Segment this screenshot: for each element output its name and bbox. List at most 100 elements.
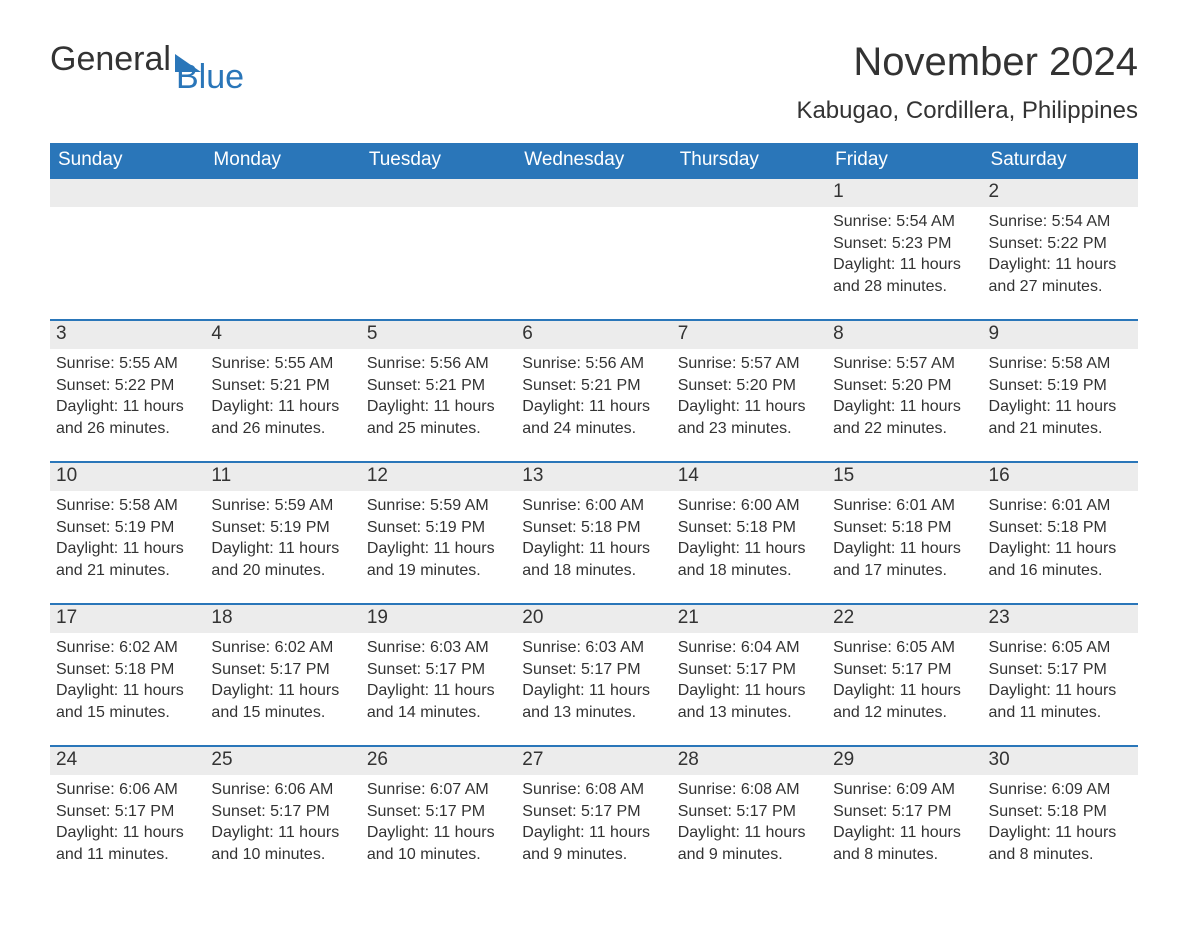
sunset-text: Sunset: 5:18 PM [522,517,665,539]
daylight-text: Daylight: 11 hours and 12 minutes. [833,680,976,723]
day-details: Sunrise: 6:09 AMSunset: 5:17 PMDaylight:… [827,775,982,869]
day-number [205,179,360,207]
dow-saturday: Saturday [983,143,1138,179]
sunrise-text: Sunrise: 6:05 AM [989,637,1132,659]
sunset-text: Sunset: 5:23 PM [833,233,976,255]
day-details: Sunrise: 6:00 AMSunset: 5:18 PMDaylight:… [672,491,827,585]
day-cell: 10Sunrise: 5:58 AMSunset: 5:19 PMDayligh… [50,463,205,593]
day-cell [672,179,827,309]
day-details: Sunrise: 6:08 AMSunset: 5:17 PMDaylight:… [516,775,671,869]
sunrise-text: Sunrise: 6:08 AM [522,779,665,801]
day-cell: 28Sunrise: 6:08 AMSunset: 5:17 PMDayligh… [672,747,827,877]
day-details: Sunrise: 6:05 AMSunset: 5:17 PMDaylight:… [983,633,1138,727]
sunset-text: Sunset: 5:17 PM [989,659,1132,681]
month-title: November 2024 [796,40,1138,85]
sunrise-text: Sunrise: 5:56 AM [367,353,510,375]
daylight-text: Daylight: 11 hours and 14 minutes. [367,680,510,723]
day-details: Sunrise: 5:55 AMSunset: 5:21 PMDaylight:… [205,349,360,443]
sunset-text: Sunset: 5:17 PM [367,659,510,681]
day-details: Sunrise: 5:59 AMSunset: 5:19 PMDaylight:… [361,491,516,585]
header-row: General Blue November 2024 Kabugao, Cord… [50,40,1138,125]
day-number: 22 [827,605,982,633]
day-cell: 8Sunrise: 5:57 AMSunset: 5:20 PMDaylight… [827,321,982,451]
day-number: 5 [361,321,516,349]
day-number: 17 [50,605,205,633]
calendar-page: General Blue November 2024 Kabugao, Cord… [0,0,1188,927]
sunrise-text: Sunrise: 5:55 AM [56,353,199,375]
day-cell: 9Sunrise: 5:58 AMSunset: 5:19 PMDaylight… [983,321,1138,451]
title-block: November 2024 Kabugao, Cordillera, Phili… [796,40,1138,125]
sunrise-text: Sunrise: 6:03 AM [367,637,510,659]
day-details: Sunrise: 6:08 AMSunset: 5:17 PMDaylight:… [672,775,827,869]
day-number: 28 [672,747,827,775]
daylight-text: Daylight: 11 hours and 15 minutes. [56,680,199,723]
location-subtitle: Kabugao, Cordillera, Philippines [796,97,1138,125]
daylight-text: Daylight: 11 hours and 20 minutes. [211,538,354,581]
day-number: 8 [827,321,982,349]
day-cell: 2Sunrise: 5:54 AMSunset: 5:22 PMDaylight… [983,179,1138,309]
week-row: 24Sunrise: 6:06 AMSunset: 5:17 PMDayligh… [50,745,1138,877]
day-number: 20 [516,605,671,633]
day-cell [361,179,516,309]
sunrise-text: Sunrise: 5:54 AM [989,211,1132,233]
sunset-text: Sunset: 5:18 PM [833,517,976,539]
logo-text-general: General [50,40,171,79]
day-number [50,179,205,207]
daylight-text: Daylight: 11 hours and 18 minutes. [678,538,821,581]
dow-tuesday: Tuesday [361,143,516,179]
day-cell: 18Sunrise: 6:02 AMSunset: 5:17 PMDayligh… [205,605,360,735]
day-number: 15 [827,463,982,491]
daylight-text: Daylight: 11 hours and 9 minutes. [522,822,665,865]
daylight-text: Daylight: 11 hours and 15 minutes. [211,680,354,723]
day-number: 10 [50,463,205,491]
daylight-text: Daylight: 11 hours and 8 minutes. [833,822,976,865]
sunset-text: Sunset: 5:18 PM [56,659,199,681]
sunrise-text: Sunrise: 6:06 AM [211,779,354,801]
daylight-text: Daylight: 11 hours and 27 minutes. [989,254,1132,297]
week-row: 17Sunrise: 6:02 AMSunset: 5:18 PMDayligh… [50,603,1138,735]
sunrise-text: Sunrise: 6:00 AM [678,495,821,517]
sunset-text: Sunset: 5:22 PM [989,233,1132,255]
sunrise-text: Sunrise: 5:58 AM [56,495,199,517]
sunset-text: Sunset: 5:17 PM [367,801,510,823]
sunrise-text: Sunrise: 5:57 AM [678,353,821,375]
day-cell: 21Sunrise: 6:04 AMSunset: 5:17 PMDayligh… [672,605,827,735]
day-cell: 19Sunrise: 6:03 AMSunset: 5:17 PMDayligh… [361,605,516,735]
sunrise-text: Sunrise: 6:01 AM [989,495,1132,517]
day-cell: 5Sunrise: 5:56 AMSunset: 5:21 PMDaylight… [361,321,516,451]
day-details: Sunrise: 5:58 AMSunset: 5:19 PMDaylight:… [983,349,1138,443]
day-number: 30 [983,747,1138,775]
sunrise-text: Sunrise: 5:58 AM [989,353,1132,375]
day-details: Sunrise: 5:59 AMSunset: 5:19 PMDaylight:… [205,491,360,585]
day-number: 3 [50,321,205,349]
sunset-text: Sunset: 5:17 PM [678,659,821,681]
dow-monday: Monday [205,143,360,179]
day-of-week-header: Sunday Monday Tuesday Wednesday Thursday… [50,143,1138,179]
day-details: Sunrise: 6:03 AMSunset: 5:17 PMDaylight:… [361,633,516,727]
sunset-text: Sunset: 5:19 PM [989,375,1132,397]
day-cell: 3Sunrise: 5:55 AMSunset: 5:22 PMDaylight… [50,321,205,451]
sunrise-text: Sunrise: 6:07 AM [367,779,510,801]
day-cell [516,179,671,309]
day-number: 27 [516,747,671,775]
sunset-text: Sunset: 5:17 PM [522,801,665,823]
daylight-text: Daylight: 11 hours and 28 minutes. [833,254,976,297]
dow-thursday: Thursday [672,143,827,179]
daylight-text: Daylight: 11 hours and 11 minutes. [56,822,199,865]
day-details: Sunrise: 5:58 AMSunset: 5:19 PMDaylight:… [50,491,205,585]
sunset-text: Sunset: 5:17 PM [678,801,821,823]
daylight-text: Daylight: 11 hours and 19 minutes. [367,538,510,581]
day-details [205,207,360,215]
day-details: Sunrise: 5:56 AMSunset: 5:21 PMDaylight:… [361,349,516,443]
sunset-text: Sunset: 5:20 PM [678,375,821,397]
daylight-text: Daylight: 11 hours and 9 minutes. [678,822,821,865]
day-number: 16 [983,463,1138,491]
day-number [516,179,671,207]
day-details: Sunrise: 6:05 AMSunset: 5:17 PMDaylight:… [827,633,982,727]
day-number: 14 [672,463,827,491]
sunrise-text: Sunrise: 5:55 AM [211,353,354,375]
day-cell: 23Sunrise: 6:05 AMSunset: 5:17 PMDayligh… [983,605,1138,735]
daylight-text: Daylight: 11 hours and 10 minutes. [367,822,510,865]
day-cell: 12Sunrise: 5:59 AMSunset: 5:19 PMDayligh… [361,463,516,593]
daylight-text: Daylight: 11 hours and 21 minutes. [56,538,199,581]
